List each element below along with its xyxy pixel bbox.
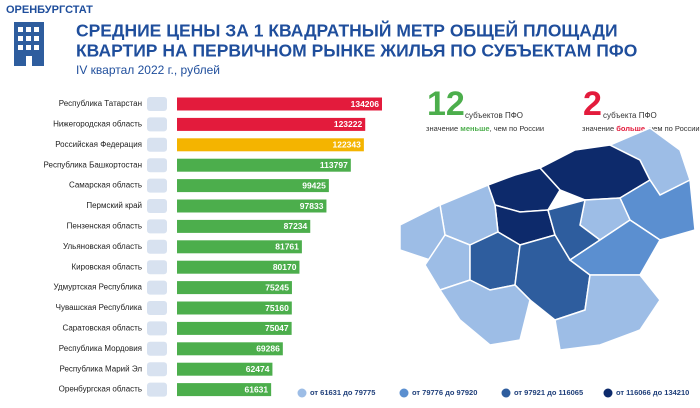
map	[399, 127, 696, 351]
category-label: Ульяновская область	[63, 242, 142, 251]
stat-unit: субъекта ПФО	[603, 111, 657, 120]
bar	[177, 321, 292, 335]
bar	[177, 97, 382, 111]
stat-text-after: , чем по России	[490, 124, 545, 133]
region-emblem	[147, 178, 167, 193]
stat-highlight: меньше	[460, 124, 489, 133]
region-emblem	[147, 117, 167, 132]
category-label: Самарская область	[69, 181, 142, 190]
bar	[177, 240, 302, 254]
bar	[177, 138, 364, 152]
category-label: Республика Мордовия	[59, 344, 142, 353]
value-label: 75047	[265, 323, 289, 333]
region-emblem	[147, 219, 167, 234]
region-emblem	[147, 382, 167, 397]
region-emblem	[147, 321, 167, 336]
category-label: Кировская область	[72, 262, 143, 271]
value-label: 62474	[246, 364, 270, 374]
category-label: Республика Башкортостан	[44, 160, 142, 169]
category-label: Республика Марий Эл	[59, 364, 142, 373]
value-label: 80170	[273, 262, 297, 272]
stat-text-before: значение	[582, 124, 616, 133]
value-label: 87234	[284, 221, 308, 231]
bar	[177, 301, 292, 315]
category-label: Оренбургская область	[59, 385, 142, 394]
legend-swatch	[603, 388, 613, 398]
legend-label: от 116066 до 134210	[616, 388, 689, 397]
value-label: 97833	[300, 201, 324, 211]
region-emblem	[147, 97, 167, 111]
stat-number: 2	[583, 85, 602, 123]
agency: ОРЕНБУРГСТАТ	[6, 4, 93, 16]
category-label: Нижегородская область	[53, 120, 142, 129]
legend-label: от 79776 до 97920	[412, 388, 477, 397]
building-icon	[14, 22, 44, 66]
bar	[177, 179, 329, 193]
category-label: Пензенская область	[67, 222, 142, 231]
category-label: Пермский край	[86, 201, 142, 210]
region-emblem	[147, 158, 167, 173]
value-label: 122343	[333, 140, 362, 150]
bar-chart: Республика Татарстан 134206 Нижегородская …	[44, 97, 382, 397]
value-label: 75245	[265, 282, 289, 292]
value-label: 81761	[275, 242, 299, 252]
category-label: Чувашская Республика	[56, 303, 143, 312]
value-label: 113797	[320, 160, 348, 170]
bar	[177, 342, 283, 356]
legend-swatch	[297, 388, 307, 398]
map-legend: от 61631 до 79775 от 79776 до 97920 от 979…	[297, 388, 689, 398]
value-label: 75160	[265, 303, 289, 313]
stat-text: значение меньше, чем по России	[426, 124, 544, 133]
category-label: Удмуртская Республика	[54, 283, 143, 292]
subtitle: IV квартал 2022 г., рублей	[76, 63, 220, 77]
stat-highlight: больше	[616, 124, 645, 133]
category-label: Саратовская область	[62, 324, 142, 333]
legend-label: от 61631 до 79775	[310, 388, 375, 397]
region-emblem	[147, 199, 167, 213]
value-label: 61631	[245, 384, 269, 394]
stat-text-after: , чем по России	[645, 124, 700, 133]
category-label: Российская Федерация	[55, 140, 142, 149]
region-emblem	[147, 239, 167, 254]
stat-text: значение больше, чем по России	[582, 124, 700, 133]
legend-label: от 97921 до 116065	[514, 388, 583, 397]
region-emblem	[147, 137, 167, 152]
bar	[177, 383, 272, 397]
bar	[177, 158, 351, 172]
bar	[177, 260, 300, 274]
region-emblem	[147, 341, 167, 356]
stat-number: 12	[427, 85, 465, 123]
region-emblem	[147, 280, 167, 295]
legend-swatch	[399, 388, 409, 398]
region-emblem	[147, 362, 167, 377]
category-label: Республика Татарстан	[59, 99, 142, 108]
stat-text-before: значение	[426, 124, 460, 133]
value-label: 123222	[334, 119, 363, 129]
bar	[177, 362, 273, 376]
bar	[177, 281, 292, 295]
bar	[177, 219, 311, 233]
stat-unit: субъектов ПФО	[465, 111, 523, 120]
bar	[177, 199, 327, 213]
value-label: 99425	[302, 180, 326, 190]
bar	[177, 117, 366, 131]
title: СРЕДНИЕ ЦЕНЫ ЗА 1 КВАДРАТНЫЙ МЕТР ОБЩЕЙ …	[76, 20, 618, 41]
legend-swatch	[501, 388, 511, 398]
title: КВАРТИР НА ПЕРВИЧНОМ РЫНКЕ ЖИЛЬЯ ПО СУБЪ…	[76, 41, 637, 61]
value-label: 134206	[351, 99, 380, 109]
region-emblem	[147, 301, 167, 315]
region-emblem	[147, 260, 167, 275]
value-label: 69286	[256, 344, 280, 354]
